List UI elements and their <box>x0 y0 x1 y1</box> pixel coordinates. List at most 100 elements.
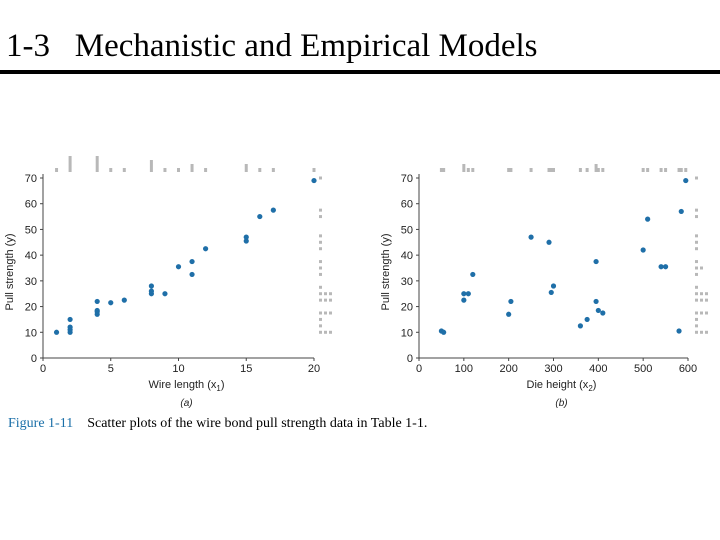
data-point <box>311 177 317 184</box>
data-point <box>595 307 601 314</box>
data-point <box>683 177 689 184</box>
scatter-panel-b: 0 100 200 300 400 500 600 0 10 20 30 40 50 60 70 Die he… <box>380 164 708 409</box>
right-marginal-dot <box>695 240 698 244</box>
top-marginal-bar <box>641 168 645 172</box>
data-point <box>53 329 60 335</box>
top-marginal-bar <box>471 168 475 172</box>
right-marginal-dot <box>324 311 327 315</box>
x-tick-label: 10 <box>172 363 184 375</box>
top-marginal-bar <box>163 168 167 172</box>
right-marginal-dot <box>319 298 322 302</box>
right-marginal-dot <box>319 208 322 212</box>
top-marginal-bar <box>177 168 180 172</box>
top-marginal-bar <box>664 168 668 172</box>
data-point <box>546 239 552 245</box>
y-tick-label: 70 <box>401 173 413 185</box>
data-point <box>67 324 73 330</box>
top-marginal-bar <box>190 164 194 172</box>
data-point <box>203 246 209 252</box>
right-marginal-dot <box>695 311 698 315</box>
right-marginal-dot <box>329 298 332 302</box>
top-marginal-bar <box>204 168 208 172</box>
data-point <box>640 247 646 253</box>
right-marginal-dot <box>705 330 708 334</box>
y-tick-label: 10 <box>25 327 37 339</box>
data-point <box>108 300 114 306</box>
caption-text: Scatter plots of the wire bond pull stre… <box>87 416 428 431</box>
data-point <box>148 288 154 294</box>
y-tick-label: 50 <box>25 224 37 236</box>
data-point <box>593 258 599 265</box>
right-marginal-dot <box>695 260 698 264</box>
data-point <box>243 238 249 244</box>
right-marginal-dot <box>695 324 698 328</box>
right-marginal-dot <box>695 247 698 251</box>
data-point <box>508 298 514 305</box>
data-point <box>550 283 557 289</box>
data-point <box>189 271 195 278</box>
x-tick-label: 100 <box>455 363 473 375</box>
right-marginal-dot <box>695 234 698 238</box>
y-tick-label: 60 <box>25 199 37 211</box>
top-marginal-bar <box>271 168 275 172</box>
data-point <box>67 316 73 323</box>
top-marginal-bar <box>585 168 589 172</box>
x-tick-label: 0 <box>40 363 46 375</box>
top-marginal-bar <box>601 168 605 172</box>
right-marginal-dot <box>700 266 703 270</box>
right-marginal-dot <box>319 240 322 244</box>
right-marginal-dot <box>319 330 322 334</box>
data-point <box>593 298 599 305</box>
right-marginal-dot <box>700 292 703 296</box>
top-marginal-bar <box>258 168 262 172</box>
top-marginal-bar <box>529 168 533 172</box>
right-marginal-dot <box>700 311 703 315</box>
right-marginal-dot <box>324 292 327 296</box>
top-marginal-bar <box>439 168 443 172</box>
x-tick-label: 200 <box>499 363 517 375</box>
data-point <box>270 207 276 213</box>
right-marginal-dot <box>319 176 322 180</box>
data-point <box>189 258 195 265</box>
y-tick-label: 0 <box>31 353 37 365</box>
right-marginal-dot <box>324 330 327 334</box>
right-marginal-dot <box>319 266 322 270</box>
right-marginal-dot <box>705 311 708 315</box>
right-marginal-dot <box>329 330 332 334</box>
data-point <box>678 208 684 215</box>
y-axis-label: Pull strength (y) <box>380 233 392 310</box>
data-point <box>175 264 182 270</box>
x-tick-label: 15 <box>240 363 252 375</box>
data-point <box>528 234 534 240</box>
right-marginal-dot <box>319 215 322 219</box>
right-marginal-dot <box>319 317 322 321</box>
title-divider <box>0 70 720 74</box>
right-marginal-dot <box>319 324 322 328</box>
right-marginal-dot <box>700 298 703 302</box>
x-tick-label: 5 <box>108 363 114 375</box>
right-marginal-dot <box>329 292 332 296</box>
panel-label: (b) <box>555 398 567 409</box>
data-point <box>461 297 467 303</box>
data-point <box>257 213 263 220</box>
right-marginal-dot <box>695 272 698 276</box>
data-point <box>162 291 168 297</box>
top-marginal-bar <box>244 164 248 172</box>
y-tick-label: 70 <box>25 173 37 185</box>
top-marginal-bar <box>509 168 513 172</box>
x-tick-label: 400 <box>589 363 607 375</box>
data-point <box>470 271 476 278</box>
right-marginal-dot <box>319 260 322 264</box>
data-point <box>461 291 467 297</box>
x-axis-label: Die height (x2) <box>527 379 597 393</box>
top-marginal-bar <box>466 168 470 172</box>
data-point <box>465 291 471 297</box>
right-marginal-dot <box>329 311 332 315</box>
top-marginal-bar <box>442 168 446 172</box>
x-axis-label: Wire length (x1) <box>149 379 225 393</box>
right-marginal-dot <box>324 298 327 302</box>
right-marginal-dot <box>319 234 322 238</box>
figure-caption: Figure 1-11 Scatter plots of the wire bon… <box>8 416 427 432</box>
panel-label: (a) <box>180 398 192 409</box>
right-marginal-dot <box>319 285 322 289</box>
